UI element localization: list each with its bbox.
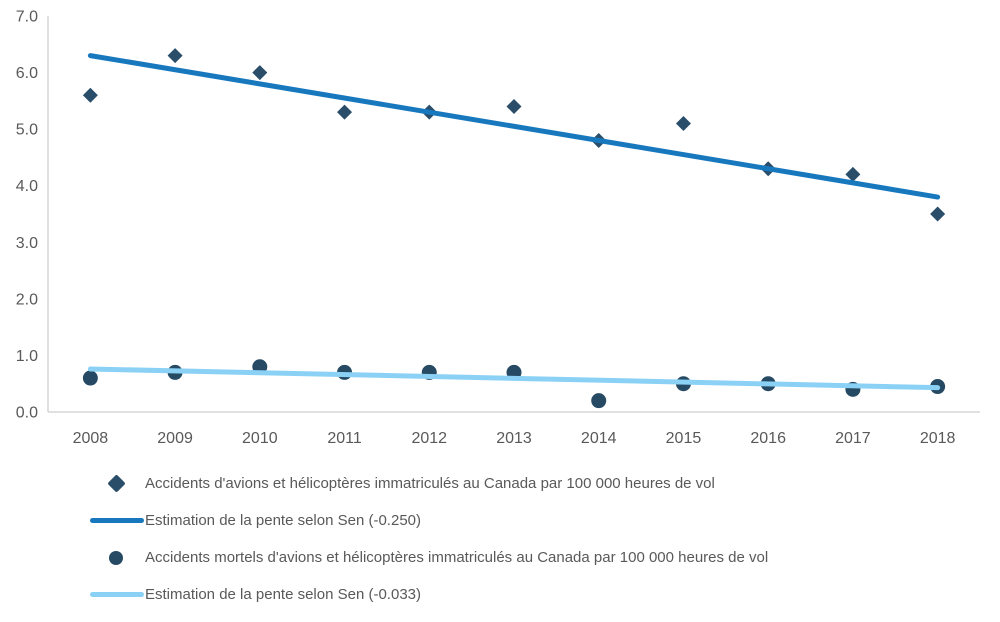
legend-item-sen-accidents: Estimation de la pente selon Sen (-0.250…: [88, 502, 768, 539]
circle-data-point: [82, 370, 98, 386]
diamond-marker-icon: [106, 474, 126, 493]
x-axis-tick-label: 2013: [496, 430, 532, 447]
diamond-data-point: [337, 104, 353, 120]
legend-item-fatal-accidents: Accidents mortels d'avions et hélicoptèr…: [88, 539, 768, 576]
legend-item-accidents: Accidents d'avions et hélicoptères immat…: [88, 465, 768, 502]
legend-label-sen-fatal: Estimation de la pente selon Sen (-0.033…: [145, 586, 421, 603]
x-axis-tick-label: 2011: [327, 430, 362, 447]
trendline-swatch-icon: [90, 518, 144, 523]
circle-data-point: [591, 393, 607, 409]
y-axis-tick-label: 3.0: [16, 235, 38, 252]
x-axis-tick-label: 2008: [73, 430, 109, 447]
diamond-data-point: [675, 115, 691, 131]
sen-trendline-1: [87, 53, 941, 200]
y-axis-tick-label: 6.0: [16, 65, 38, 82]
x-axis-tick-label: 2010: [242, 430, 278, 447]
diamond-data-point: [82, 87, 98, 103]
x-axis-tick-label: 2014: [581, 430, 617, 447]
y-axis-tick-label: 7.0: [16, 9, 38, 26]
y-axis-tick-label: 5.0: [16, 122, 38, 139]
legend: Accidents d'avions et hélicoptères immat…: [88, 465, 768, 613]
x-axis-tick-label: 2017: [835, 430, 871, 447]
diamond-data-point: [506, 99, 522, 115]
trendline-swatch-icon: [90, 592, 144, 597]
diamond-data-point: [167, 48, 183, 64]
legend-label-fatal-accidents: Accidents mortels d'avions et hélicoptèr…: [145, 549, 769, 566]
legend-marker-cell: [88, 592, 144, 597]
circle-marker-icon: [109, 550, 123, 565]
legend-marker-cell: [88, 518, 144, 523]
y-axis-tick-label: 4.0: [16, 178, 38, 195]
y-axis-tick-label: 1.0: [16, 348, 38, 365]
x-axis-tick-label: 2018: [920, 430, 956, 447]
legend-marker-cell: [88, 550, 144, 565]
x-axis-tick-label: 2009: [157, 430, 193, 447]
legend-marker-cell: [88, 474, 144, 493]
plot-svg: 0.0 1.0 2.0 3.0 4.0 5.0 6.0 7.0 2008 2009 2010 2011…: [16, 9, 980, 447]
sen-trendline-3: [87, 366, 941, 391]
legend-item-sen-fatal: Estimation de la pente selon Sen (-0.033…: [88, 576, 768, 613]
x-axis-tick-label: 2012: [411, 430, 447, 447]
diamond-data-point: [252, 65, 268, 81]
x-axis-tick-label: 2015: [666, 430, 702, 447]
diamond-data-point: [930, 206, 946, 222]
diamond-data-point: [845, 166, 861, 182]
y-axis-tick-label: 2.0: [16, 291, 38, 308]
legend-label-accidents: Accidents d'avions et hélicoptères immat…: [145, 475, 715, 492]
x-axis-tick-label: 2016: [750, 430, 786, 447]
y-axis-tick-label: 0.0: [16, 405, 38, 422]
legend-label-sen-accidents: Estimation de la pente selon Sen (-0.250…: [145, 512, 421, 529]
